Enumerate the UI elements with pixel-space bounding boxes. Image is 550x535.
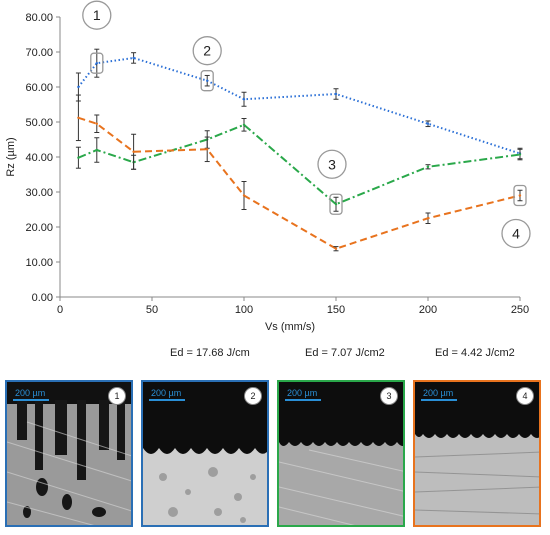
data-point [334, 203, 338, 206]
data-point [426, 217, 430, 220]
y-tick-label: 40.00 [25, 152, 53, 164]
scale-label: 200 µm [151, 388, 182, 398]
scale-bar [285, 399, 321, 401]
x-tick-label: 100 [235, 304, 253, 316]
y-tick-label: 60.00 [25, 82, 53, 94]
data-point [426, 122, 430, 125]
x-tick-label: 150 [327, 304, 345, 316]
y-tick-label: 20.00 [25, 222, 53, 234]
legend-label: Ed = 17.68 J/cm [170, 347, 250, 359]
micrograph-image [415, 382, 539, 525]
x-tick-label: 250 [511, 304, 529, 316]
data-point [132, 56, 135, 60]
x-tick-label: 50 [146, 304, 158, 316]
data-point [334, 247, 338, 250]
micrograph-panel-2: 200 µm 2 [141, 380, 269, 527]
panel-number-badge: 4 [516, 387, 534, 405]
legend-item-ed-7-07: Ed = 7.07 J/cm2 [265, 347, 385, 359]
data-point [518, 194, 522, 197]
data-point [95, 148, 99, 152]
data-point [426, 165, 430, 168]
micrograph-panel-3: 200 µm 3 [277, 380, 405, 527]
panel-number-badge: 2 [244, 387, 262, 405]
data-point [334, 92, 338, 96]
scale-label: 200 µm [15, 388, 46, 398]
data-point [77, 156, 80, 159]
y-tick-label: 30.00 [25, 187, 53, 199]
scale-bar [421, 399, 457, 401]
callout-number: 2 [203, 43, 211, 59]
y-tick-label: 70.00 [25, 47, 53, 59]
data-point [518, 153, 522, 156]
callout-badge-4 [501, 218, 531, 249]
x-tick-label: 0 [57, 304, 63, 316]
data-point [206, 148, 209, 151]
data-point [77, 116, 80, 120]
data-point [242, 98, 246, 101]
legend-item-ed-4-42: Ed = 4.42 J/cm2 [395, 347, 515, 359]
x-tick-label: 200 [419, 304, 437, 316]
callout-badge-3 [317, 149, 347, 179]
y-axis-title: Rz (µm) [5, 137, 17, 176]
x-axis-title: Vs (mm/s) [265, 321, 315, 333]
callout-number: 4 [512, 226, 520, 242]
micrograph-image [7, 382, 131, 525]
y-tick-label: 50.00 [25, 117, 53, 129]
legend-item-ed-17-68: Ed = 17.68 J/cm [130, 347, 250, 359]
y-tick-label: 0.00 [32, 292, 53, 304]
callout-highlight-1 [90, 52, 104, 74]
callout-badge-2 [192, 36, 222, 66]
callout-highlight-2 [200, 70, 214, 92]
series-line-3 [78, 116, 521, 250]
panel-number-badge: 3 [380, 387, 398, 405]
data-point [77, 85, 80, 89]
micrograph-panels: 200 µm 1 200 µm 2 200 µm 3 [5, 380, 545, 531]
legend-label: Ed = 7.07 J/cm2 [305, 347, 385, 359]
series-line-2 [78, 123, 521, 206]
data-point [242, 123, 246, 127]
data-point [95, 122, 99, 125]
chart-legend: Ed = 17.68 J/cm Ed = 7.07 J/cm2 Ed = 4.4… [0, 347, 550, 363]
callout-number: 1 [93, 7, 101, 23]
panel-number-badge: 1 [108, 387, 126, 405]
data-point [95, 62, 99, 65]
callout-number: 3 [328, 156, 336, 172]
scale-bar [13, 399, 49, 401]
callout-highlight-4 [513, 184, 527, 207]
data-point [132, 150, 135, 153]
data-point [242, 194, 246, 197]
micrograph-image [143, 382, 267, 525]
series-line-1 [77, 56, 521, 155]
micrograph-panel-4: 200 µm 4 [413, 380, 541, 527]
data-point [206, 79, 209, 82]
callout-highlight-3 [329, 193, 343, 215]
scale-bar [149, 399, 185, 401]
scale-label: 200 µm [423, 388, 454, 398]
callout-badge-1 [82, 0, 112, 30]
y-tick-label: 10.00 [25, 257, 53, 269]
micrograph-image [279, 382, 403, 525]
legend-label: Ed = 4.42 J/cm2 [435, 347, 515, 359]
y-tick-label: 80.00 [25, 12, 53, 24]
rz-chart: 0.00 10.00 20.00 30.00 40.00 50.00 60.00 70.00 8… [5, 0, 531, 333]
scale-label: 200 µm [287, 388, 318, 398]
micrograph-panel-1: 200 µm 1 [5, 380, 133, 527]
